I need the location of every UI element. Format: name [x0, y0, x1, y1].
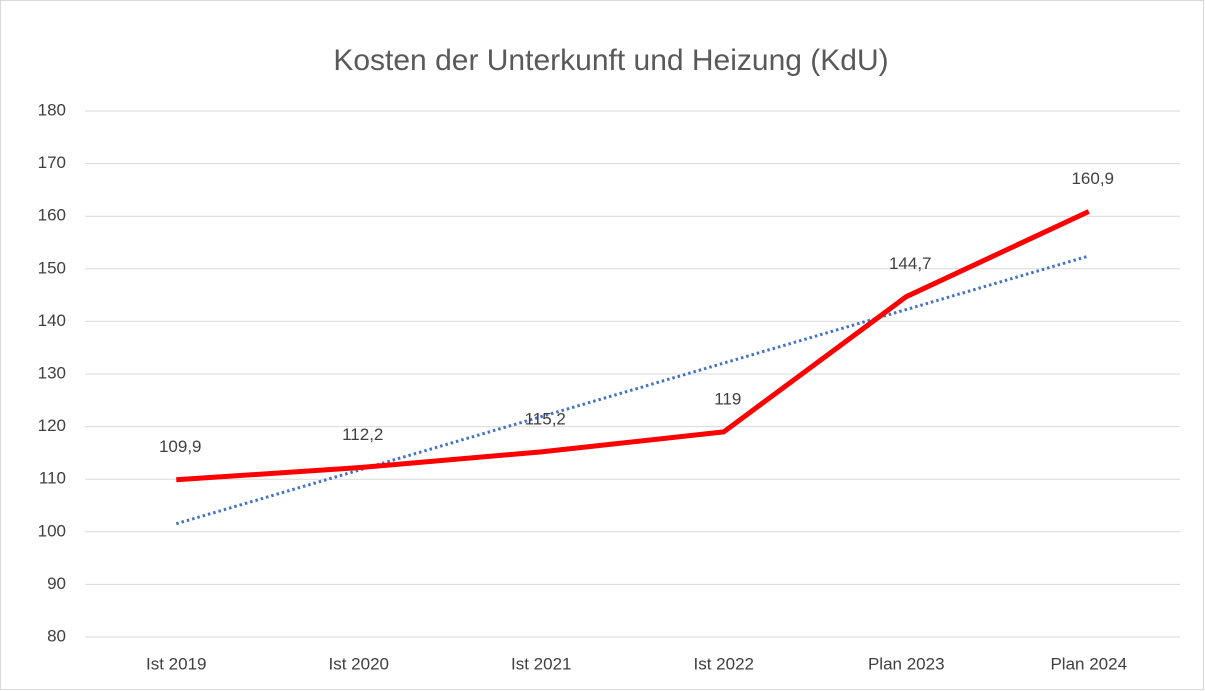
data-label: 144,7: [889, 254, 932, 273]
data-label: 112,2: [342, 425, 383, 444]
data-label: 115,2: [525, 409, 566, 428]
x-tick-label: Plan 2023: [868, 654, 945, 673]
x-tick-label: Plan 2024: [1050, 654, 1127, 673]
data-label: 160,9: [1071, 169, 1114, 188]
x-tick-label: Ist 2020: [329, 654, 390, 673]
y-tick-label: 180: [38, 100, 66, 119]
y-tick-label: 170: [38, 153, 66, 172]
y-tick-label: 150: [38, 258, 66, 277]
x-tick-label: Ist 2022: [694, 654, 755, 673]
data-label: 119: [714, 389, 741, 408]
y-tick-label: 130: [38, 363, 66, 382]
data-label: 109,9: [159, 437, 202, 456]
y-tick-label: 90: [47, 574, 66, 593]
y-tick-label: 140: [38, 311, 66, 330]
trendline: [175, 254, 1090, 526]
y-tick-label: 80: [47, 626, 66, 645]
y-tick-label: 110: [39, 469, 66, 488]
y-tick-label: 120: [38, 416, 66, 435]
x-tick-label: Ist 2021: [511, 654, 572, 673]
x-tick-label: Ist 2019: [146, 654, 207, 673]
y-tick-label: 100: [38, 521, 66, 540]
data-line: [176, 209, 1090, 483]
y-tick-label: 160: [38, 206, 66, 225]
chart-title: Kosten der Unterkunft und Heizung (KdU): [333, 44, 888, 77]
